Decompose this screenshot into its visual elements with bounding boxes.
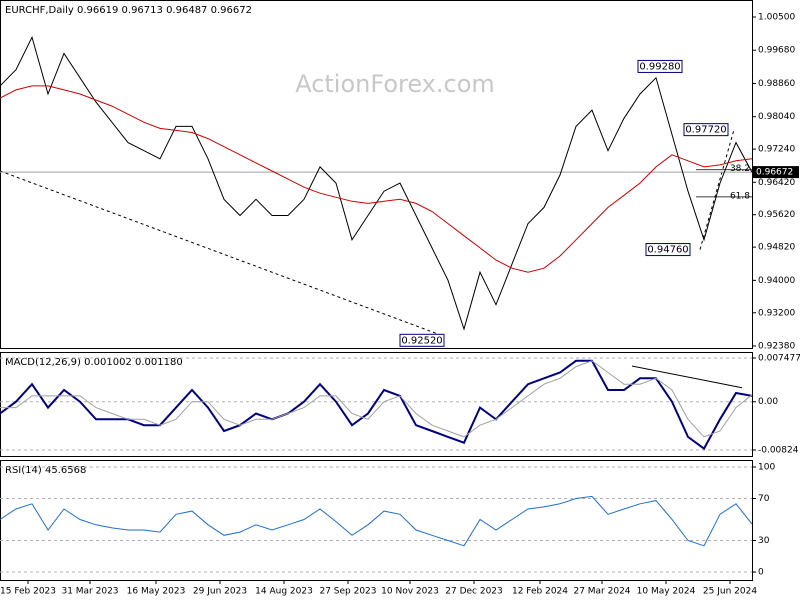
x-tick-label: 16 May 2023 <box>127 587 186 597</box>
x-tick-label: 25 Jun 2024 <box>703 587 757 597</box>
y-tick-label: 0.94820 <box>758 243 795 253</box>
annotation-box <box>645 243 691 257</box>
x-tick-label: 14 Aug 2023 <box>255 587 313 597</box>
fib-label: 61.8 <box>730 191 750 201</box>
x-tick-label: 27 Mar 2024 <box>573 587 630 597</box>
last-price-box <box>753 166 799 179</box>
x-tick-label: 15 Feb 2023 <box>0 587 56 597</box>
x-tick-label: 10 Nov 2023 <box>381 587 439 597</box>
series-line <box>0 85 753 273</box>
annotation-label: 0.94760 <box>647 245 688 256</box>
y-tick-label: 0 <box>758 568 764 578</box>
y-tick-label: 0.00 <box>758 397 778 407</box>
y-tick-label: 70 <box>758 494 770 504</box>
annotation-box <box>399 333 445 347</box>
x-tick-label: 27 Dec 2023 <box>445 587 503 597</box>
main-panel <box>0 0 753 349</box>
watermark: ActionForex.com <box>295 70 495 98</box>
trendline <box>699 129 735 250</box>
y-tick-label: 0.007477 <box>758 353 800 363</box>
x-tick-label: 29 Jun 2023 <box>193 587 247 597</box>
x-tick-label: 31 Mar 2023 <box>61 587 118 597</box>
y-tick-label: 0.92380 <box>758 341 795 351</box>
y-tick-label: 30 <box>758 536 770 546</box>
rsi-panel <box>0 460 753 581</box>
series-line <box>0 359 753 451</box>
x-tick-label: 27 Sep 2023 <box>319 587 376 597</box>
annotation-label: 0.99280 <box>639 61 680 72</box>
panel-title: RSI(14) 45.6568 <box>5 465 86 476</box>
y-tick-label: 0.94000 <box>758 276 795 286</box>
y-tick-label: 0.95620 <box>758 210 795 220</box>
annotation-label: 0.92520 <box>401 335 442 346</box>
y-tick-label: 100 <box>758 463 775 473</box>
macd-panel <box>0 352 753 457</box>
y-tick-label: 0.98040 <box>758 112 795 122</box>
trendline <box>631 365 743 389</box>
panel-title: EURCHF,Daily 0.96619 0.96713 0.96487 0.9… <box>5 5 252 16</box>
y-tick-label: 0.99680 <box>758 46 795 56</box>
annotation-box <box>683 123 729 137</box>
y-tick-label: 0.97240 <box>758 145 795 155</box>
fib-label: 38.2 <box>730 164 750 174</box>
last-price-label: 0.96672 <box>756 168 793 178</box>
annotation-box <box>637 59 683 73</box>
series-line <box>0 360 753 438</box>
annotation-label: 0.97720 <box>685 125 726 136</box>
trendline <box>0 170 445 337</box>
y-tick-label: 0.93200 <box>758 308 795 318</box>
series-line <box>0 35 753 331</box>
y-tick-label: -0.00824 <box>758 445 799 455</box>
series-line <box>0 495 753 547</box>
y-tick-label: 0.98860 <box>758 79 795 89</box>
panel-title: MACD(12,26,9) 0.001002 0.001180 <box>5 357 183 368</box>
y-tick-label: 1.00500 <box>758 13 795 23</box>
y-tick-label: 0.96420 <box>758 178 795 188</box>
x-tick-label: 10 May 2024 <box>637 587 696 597</box>
x-tick-label: 12 Feb 2024 <box>512 587 568 597</box>
